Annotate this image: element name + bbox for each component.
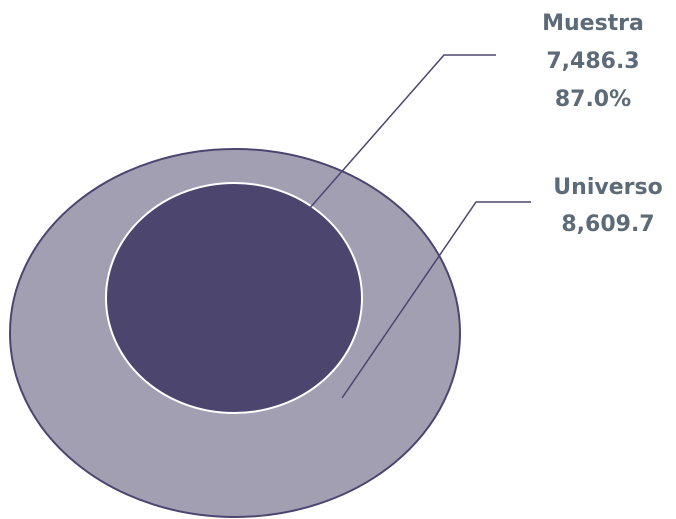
muestra-percent-label: 87.0%: [555, 87, 631, 112]
muestra-value-label: 7,486.3: [546, 49, 639, 74]
muestra-name-label: Muestra: [542, 11, 644, 36]
muestra-circle: [105, 182, 363, 414]
universo-leader-line: [341, 201, 531, 399]
universo-value-label: 8,609.7: [561, 212, 654, 237]
muestra-leader-line: [265, 54, 496, 259]
universo-name-label: Universo: [553, 175, 662, 200]
